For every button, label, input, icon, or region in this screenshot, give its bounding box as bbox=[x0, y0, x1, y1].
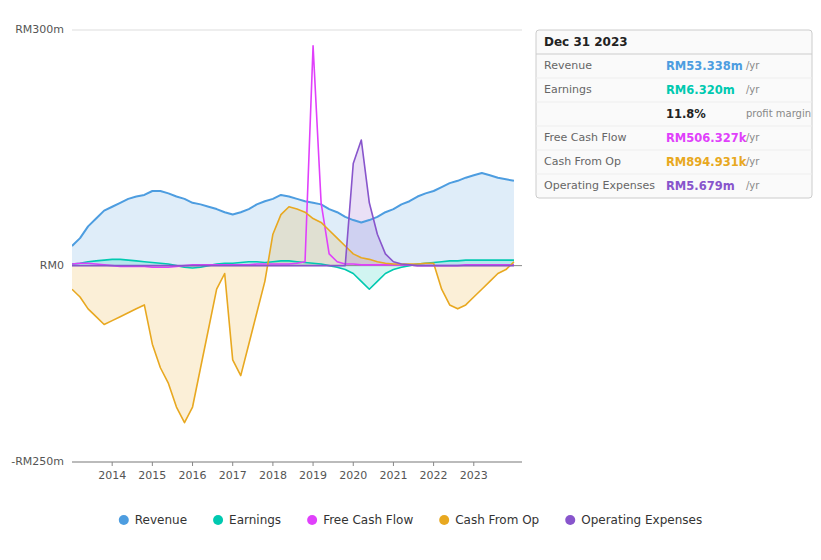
info-unit: /yr bbox=[746, 132, 760, 143]
series-line bbox=[72, 140, 514, 266]
info-value: RM506.327k bbox=[666, 131, 747, 145]
x-tick-label: 2019 bbox=[299, 469, 327, 482]
x-tick bbox=[433, 462, 434, 466]
info-value: RM53.338m bbox=[666, 59, 743, 73]
lines bbox=[72, 46, 514, 423]
x-axis-line bbox=[72, 462, 522, 463]
legend-swatch bbox=[439, 515, 449, 525]
legend-label: Revenue bbox=[135, 513, 187, 527]
info-unit: /yr bbox=[746, 156, 760, 167]
y-axis: RM300m RM0 -RM250m bbox=[11, 23, 64, 468]
legend-swatch bbox=[213, 515, 223, 525]
info-box: Dec 31 2023 Revenue RM53.338m/yr Earnings RM… bbox=[536, 30, 812, 198]
legend: Revenue Earnings Free Cash Flow Cash From O… bbox=[119, 513, 702, 527]
info-label: Free Cash Flow bbox=[544, 131, 627, 144]
x-tick bbox=[232, 462, 233, 466]
info-value: RM6.320m bbox=[666, 83, 735, 97]
x-tick-label: 2018 bbox=[259, 469, 287, 482]
y-tick-label: -RM250m bbox=[11, 455, 64, 468]
info-value: RM894.931k bbox=[666, 155, 747, 169]
legend-label: Operating Expenses bbox=[581, 513, 702, 527]
x-tick-label: 2015 bbox=[138, 469, 166, 482]
y-tick-label: RM0 bbox=[40, 259, 64, 272]
x-tick-label: 2014 bbox=[98, 469, 126, 482]
legend-swatch bbox=[307, 515, 317, 525]
info-separator bbox=[536, 78, 812, 79]
area-fill bbox=[72, 207, 514, 423]
info-value: 11.8% bbox=[666, 107, 706, 121]
series-line bbox=[72, 46, 514, 268]
legend-swatch bbox=[565, 515, 575, 525]
x-tick-label: 2021 bbox=[379, 469, 407, 482]
series-line bbox=[72, 207, 514, 423]
info-label: Earnings bbox=[544, 83, 592, 96]
x-tick bbox=[152, 462, 153, 466]
x-tick-label: 2020 bbox=[339, 469, 367, 482]
info-title: Dec 31 2023 bbox=[544, 35, 628, 49]
info-value: RM5.679m bbox=[666, 179, 735, 193]
info-unit: /yr bbox=[746, 180, 760, 191]
info-separator bbox=[536, 174, 812, 175]
legend-label: Free Cash Flow bbox=[323, 513, 413, 527]
info-unit: profit margin bbox=[746, 108, 811, 119]
area-fill bbox=[72, 140, 514, 266]
x-tick-label: 2023 bbox=[460, 469, 488, 482]
chart: RM300m RM0 -RM250m 2014 2015 2016 2017 2018 2019… bbox=[0, 0, 821, 560]
x-tick bbox=[353, 462, 354, 466]
info-label: Operating Expenses bbox=[544, 179, 655, 192]
info-box-frame bbox=[536, 30, 812, 198]
x-tick bbox=[313, 462, 314, 466]
x-tick bbox=[272, 462, 273, 466]
grid bbox=[72, 30, 522, 462]
legend-label: Cash From Op bbox=[455, 513, 539, 527]
series-line bbox=[72, 173, 514, 246]
x-tick-label: 2016 bbox=[179, 469, 207, 482]
info-label: Revenue bbox=[544, 59, 592, 72]
x-tick-label: 2022 bbox=[420, 469, 448, 482]
info-label: Cash From Op bbox=[544, 155, 621, 168]
plot-area bbox=[72, 46, 514, 423]
area-fills bbox=[72, 140, 514, 423]
info-unit: /yr bbox=[746, 84, 760, 95]
grid-line bbox=[72, 30, 522, 31]
x-tick-label: 2017 bbox=[219, 469, 247, 482]
legend-swatch bbox=[119, 515, 129, 525]
info-separator bbox=[536, 102, 812, 103]
x-tick bbox=[473, 462, 474, 466]
info-unit: /yr bbox=[746, 60, 760, 71]
x-tick bbox=[393, 462, 394, 466]
info-separator bbox=[536, 150, 812, 151]
legend-label: Earnings bbox=[229, 513, 281, 527]
x-tick bbox=[112, 462, 113, 466]
grid-line bbox=[72, 462, 522, 463]
info-separator bbox=[536, 126, 812, 127]
y-tick-label: RM300m bbox=[15, 23, 64, 36]
x-axis: 2014 2015 2016 2017 2018 2019 2020 2021 2022 2023 bbox=[72, 462, 522, 482]
x-tick bbox=[192, 462, 193, 466]
info-separator bbox=[536, 54, 812, 55]
